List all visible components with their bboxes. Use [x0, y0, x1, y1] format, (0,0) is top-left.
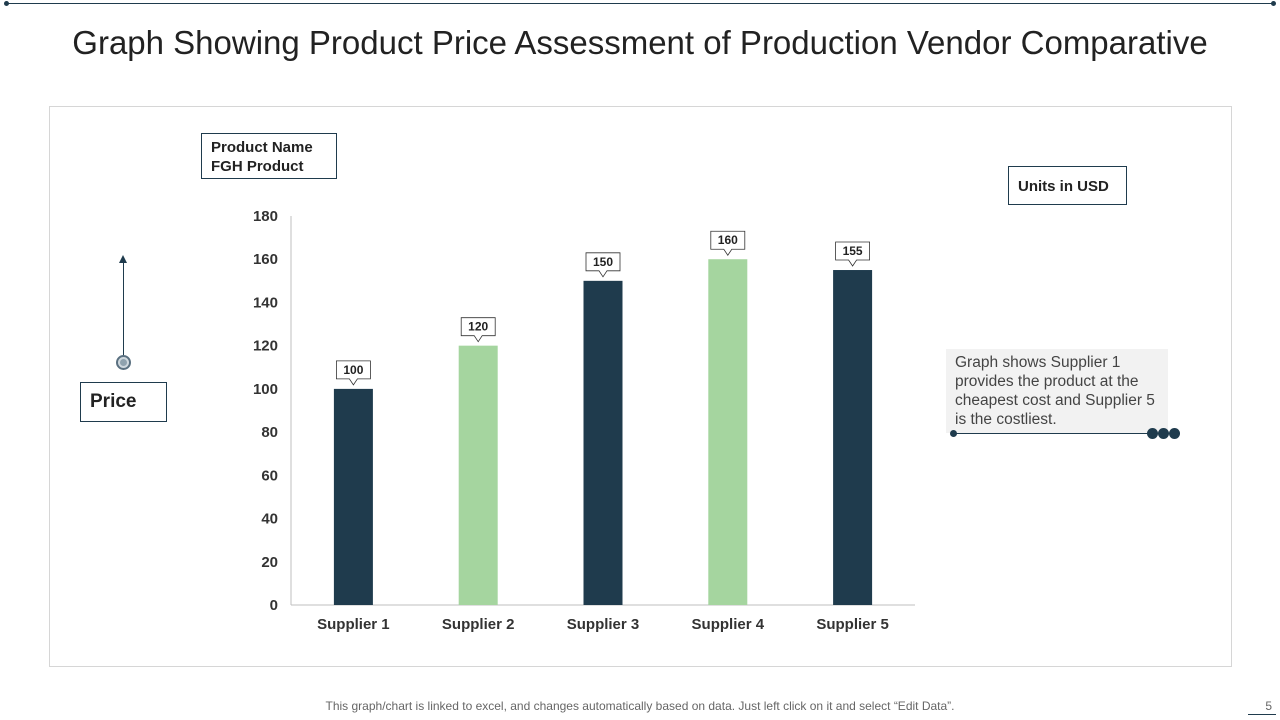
data-label-callout [336, 360, 371, 386]
product-name-value: FGH Product [211, 158, 304, 175]
bar [583, 280, 623, 605]
product-name-box: Product Name FGH Product [201, 133, 337, 179]
bar [458, 345, 498, 605]
note-dot-icon [1158, 428, 1169, 439]
price-label-box: Price [80, 382, 167, 422]
data-label: 100 [343, 363, 363, 377]
bar [333, 388, 373, 605]
data-label-callout [585, 252, 621, 278]
y-tick-label: 40 [261, 511, 278, 528]
y-tick-label: 100 [253, 381, 278, 398]
x-tick-label: Supplier 4 [692, 616, 765, 633]
price-arrow-line [123, 262, 124, 356]
x-tick-label: Supplier 1 [317, 616, 390, 633]
data-label: 150 [593, 255, 613, 269]
y-tick-label: 60 [261, 467, 278, 484]
data-label: 160 [718, 233, 738, 247]
footer-note: This graph/chart is linked to excel, and… [325, 699, 955, 713]
chart-panel [49, 106, 1232, 667]
top-rule-dot-left [4, 1, 9, 6]
y-tick-label: 140 [253, 294, 278, 311]
note-dot-icon [950, 430, 957, 437]
data-label: 155 [843, 244, 863, 258]
arrow-up-icon [119, 255, 127, 263]
x-tick-label: Supplier 2 [442, 616, 515, 633]
top-rule [6, 3, 1274, 4]
bar [833, 270, 873, 605]
data-label-callout [710, 230, 746, 256]
x-tick-label: Supplier 3 [567, 616, 640, 633]
note-underline [953, 433, 1153, 434]
y-tick-label: 80 [261, 424, 278, 441]
bar [708, 259, 748, 605]
data-label-callout [835, 241, 870, 267]
y-tick-label: 20 [261, 554, 278, 571]
y-tick-label: 180 [253, 208, 278, 225]
top-rule-dot-right [1271, 1, 1276, 6]
note-dot-icon [1169, 428, 1180, 439]
y-tick-label: 0 [270, 597, 278, 614]
note-dot-icon [1147, 428, 1158, 439]
page-number: 5 [1265, 699, 1272, 713]
chart-note: Graph shows Supplier 1 provides the prod… [946, 349, 1168, 433]
page-title: Graph Showing Product Price Assessment o… [72, 24, 1208, 61]
x-tick-label: Supplier 5 [816, 616, 889, 633]
units-box: Units in USD [1008, 166, 1127, 205]
ring-icon [116, 355, 131, 370]
y-tick-label: 120 [253, 338, 278, 355]
data-label: 120 [468, 320, 488, 334]
y-tick-label: 160 [253, 251, 278, 268]
data-label-callout [460, 317, 496, 343]
page-number-rule [1248, 714, 1276, 715]
product-name-label: Product Name [211, 139, 313, 156]
